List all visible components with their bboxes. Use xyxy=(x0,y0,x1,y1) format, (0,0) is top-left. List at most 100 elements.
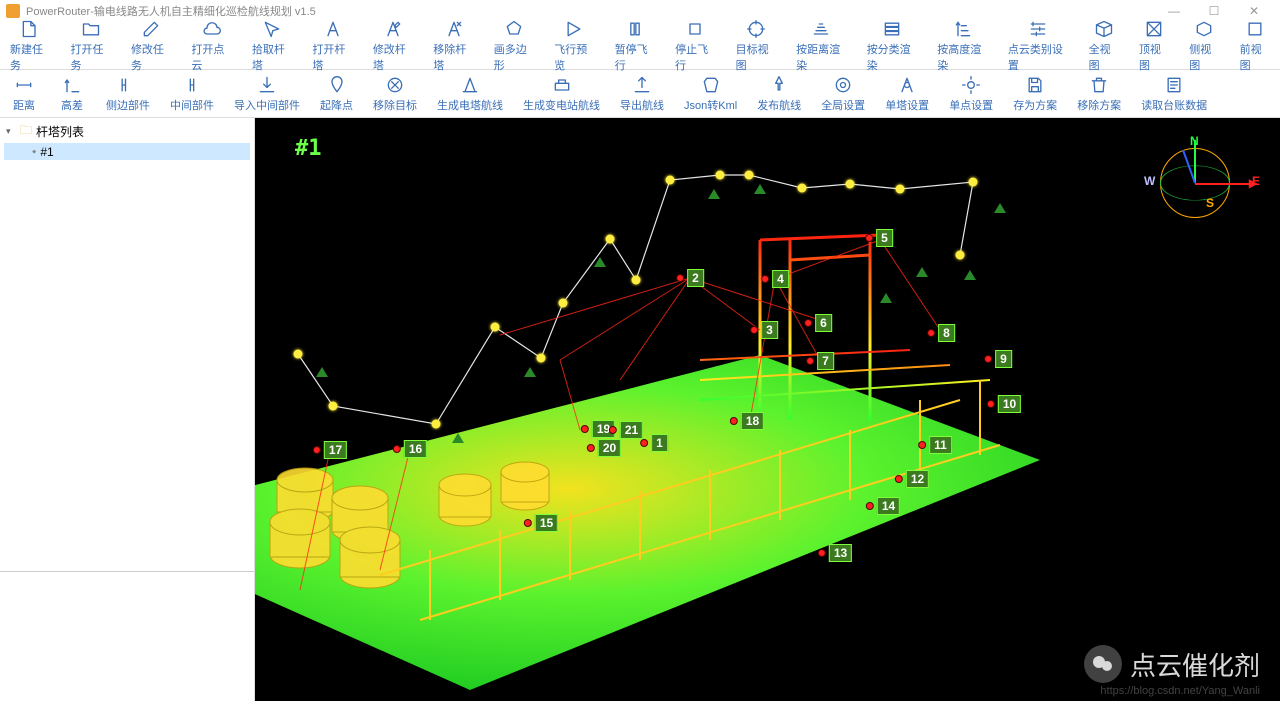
toolbar-label: 打开任务 xyxy=(70,41,110,73)
waypoint-marker[interactable]: 10 xyxy=(987,395,1021,413)
waypoint-marker[interactable]: 1 xyxy=(640,434,668,452)
toolbar-start-pt[interactable]: 起降点 xyxy=(310,72,363,115)
path-node[interactable] xyxy=(956,251,965,260)
toolbar-polygon[interactable]: 画多边形 xyxy=(484,24,544,67)
toolbar-label: 导出航线 xyxy=(620,97,664,113)
toolbar-del-target[interactable]: 移除目标 xyxy=(363,72,427,115)
toolbar-view-side[interactable]: 侧视图 xyxy=(1179,24,1229,67)
toolbar-stop[interactable]: 停止飞行 xyxy=(665,24,725,67)
path-node[interactable] xyxy=(632,276,641,285)
toolbar-view-top[interactable]: 顶视图 xyxy=(1129,24,1179,67)
path-node[interactable] xyxy=(294,350,303,359)
waypoint-number: 14 xyxy=(877,497,900,515)
path-node[interactable] xyxy=(329,402,338,411)
toolbar-global-set[interactable]: 全局设置 xyxy=(811,72,875,115)
toolbar-json[interactable]: Json转Kml xyxy=(674,72,747,115)
tower-tree[interactable]: ▾ 🗀 杆塔列表 ⬩ #1 xyxy=(0,118,254,571)
compass-gizmo[interactable]: N S E W xyxy=(1150,138,1240,228)
tree-node-icon: ⬩ xyxy=(32,144,36,159)
toolbar-side-part[interactable]: 侧边部件 xyxy=(96,72,160,115)
waypoint-marker[interactable]: 4 xyxy=(761,270,789,288)
toolbar-class-set[interactable]: 点云类别设置 xyxy=(998,24,1079,67)
waypoint-marker[interactable]: 2 xyxy=(676,269,704,287)
3d-viewport[interactable]: #1 N S E W 12345678910111213141516171819… xyxy=(255,118,1280,701)
edit-icon xyxy=(141,19,161,39)
path-node[interactable] xyxy=(716,171,725,180)
toolbar-render-height[interactable]: 按高度渲染 xyxy=(927,24,998,67)
compass-e: E xyxy=(1252,174,1260,188)
waypoint-marker[interactable]: 7 xyxy=(806,352,834,370)
waypoint-marker[interactable]: 12 xyxy=(895,470,929,488)
polygon-icon xyxy=(504,19,524,39)
ground-marker-icon xyxy=(916,267,928,277)
toolbar-render-class[interactable]: 按分类渲染 xyxy=(857,24,928,67)
toolbar-gen-sub[interactable]: 生成变电站航线 xyxy=(513,72,610,115)
waypoint-marker[interactable]: 14 xyxy=(866,497,900,515)
waypoint-marker[interactable]: 6 xyxy=(804,314,832,332)
tree-caret-icon[interactable]: ▾ xyxy=(6,126,16,137)
waypoint-marker[interactable]: 17 xyxy=(313,441,347,459)
toolbar-preview[interactable]: 飞行预览 xyxy=(544,24,604,67)
toolbar-pick[interactable]: 拾取杆塔 xyxy=(242,24,302,67)
toolbar-point-set[interactable]: 单点设置 xyxy=(939,72,1003,115)
toolbar-tower-edit[interactable]: 修改杆塔 xyxy=(363,24,423,67)
tree-root-label: 杆塔列表 xyxy=(36,123,84,140)
path-node[interactable] xyxy=(798,184,807,193)
render-dist-icon xyxy=(811,19,831,39)
compass-n: N xyxy=(1190,134,1199,148)
path-node[interactable] xyxy=(969,178,978,187)
path-node[interactable] xyxy=(666,176,675,185)
toolbar-view-all[interactable]: 全视图 xyxy=(1079,24,1129,67)
waypoint-marker[interactable]: 5 xyxy=(865,229,893,247)
toolbar-pause[interactable]: 暂停飞行 xyxy=(605,24,665,67)
toolbar-import-mid[interactable]: 导入中间部件 xyxy=(224,72,310,115)
waypoint-marker[interactable]: 21 xyxy=(609,421,643,439)
cloud-open-icon xyxy=(202,19,222,39)
toolbar-mid-part[interactable]: 中间部件 xyxy=(160,72,224,115)
toolbar-label: 单塔设置 xyxy=(885,97,929,113)
waypoint-marker[interactable]: 3 xyxy=(750,321,778,339)
waypoint-marker[interactable]: 16 xyxy=(393,440,427,458)
toolbar-tower-del[interactable]: 移除杆塔 xyxy=(423,24,483,67)
credit-text: https://blog.csdn.net/Yang_Wanli xyxy=(1100,685,1260,697)
path-node[interactable] xyxy=(846,180,855,189)
toolbar-dist[interactable]: 距离 xyxy=(0,72,48,115)
toolbar-tower-open[interactable]: 打开杆塔 xyxy=(302,24,362,67)
toolbar-elev[interactable]: 高差 xyxy=(48,72,96,115)
toolbar-gen-tower[interactable]: 生成电塔航线 xyxy=(427,72,513,115)
waypoint-marker[interactable]: 20 xyxy=(587,439,621,457)
toolbar-render-dist[interactable]: 按距离渲染 xyxy=(786,24,857,67)
toolbar-folder-open[interactable]: 打开任务 xyxy=(60,24,120,67)
path-node[interactable] xyxy=(432,420,441,429)
toolbar-cloud-open[interactable]: 打开点云 xyxy=(181,24,241,67)
tree-root[interactable]: ▾ 🗀 杆塔列表 xyxy=(4,120,250,143)
path-node[interactable] xyxy=(491,323,500,332)
path-node[interactable] xyxy=(896,185,905,194)
waypoint-marker[interactable]: 15 xyxy=(524,514,558,532)
toolbar-save[interactable]: 存为方案 xyxy=(1003,72,1067,115)
waypoint-marker[interactable]: 18 xyxy=(730,412,764,430)
path-node[interactable] xyxy=(559,299,568,308)
toolbar-publish[interactable]: 发布航线 xyxy=(747,72,811,115)
toolbar-view-front[interactable]: 前视图 xyxy=(1230,24,1280,67)
toolbar-single-set[interactable]: 单塔设置 xyxy=(875,72,939,115)
toolbar-edit[interactable]: 修改任务 xyxy=(121,24,181,67)
path-node[interactable] xyxy=(745,171,754,180)
waypoint-marker[interactable]: 9 xyxy=(984,350,1012,368)
waypoint-marker[interactable]: 11 xyxy=(918,436,952,454)
waypoint-marker[interactable]: 8 xyxy=(927,324,955,342)
stop-icon xyxy=(685,19,705,39)
toolbar-ledger[interactable]: 读取台账数据 xyxy=(1131,72,1217,115)
app-title: PowerRouter-输电线路无人机自主精细化巡检航线规划 v1.5 xyxy=(26,3,316,19)
toolbar-del-plan[interactable]: 移除方案 xyxy=(1067,72,1131,115)
path-node[interactable] xyxy=(537,354,546,363)
waypoint-number: 9 xyxy=(995,350,1012,368)
toolbar-file-new[interactable]: 新建任务 xyxy=(0,24,60,67)
tree-item[interactable]: ⬩ #1 xyxy=(4,143,250,160)
toolbar-target-view[interactable]: 目标视图 xyxy=(726,24,786,67)
path-node[interactable] xyxy=(606,235,615,244)
waypoint-dot-icon xyxy=(761,275,769,283)
waypoint-marker[interactable]: 13 xyxy=(818,544,852,562)
waypoint-dot-icon xyxy=(730,417,738,425)
toolbar-export[interactable]: 导出航线 xyxy=(610,72,674,115)
